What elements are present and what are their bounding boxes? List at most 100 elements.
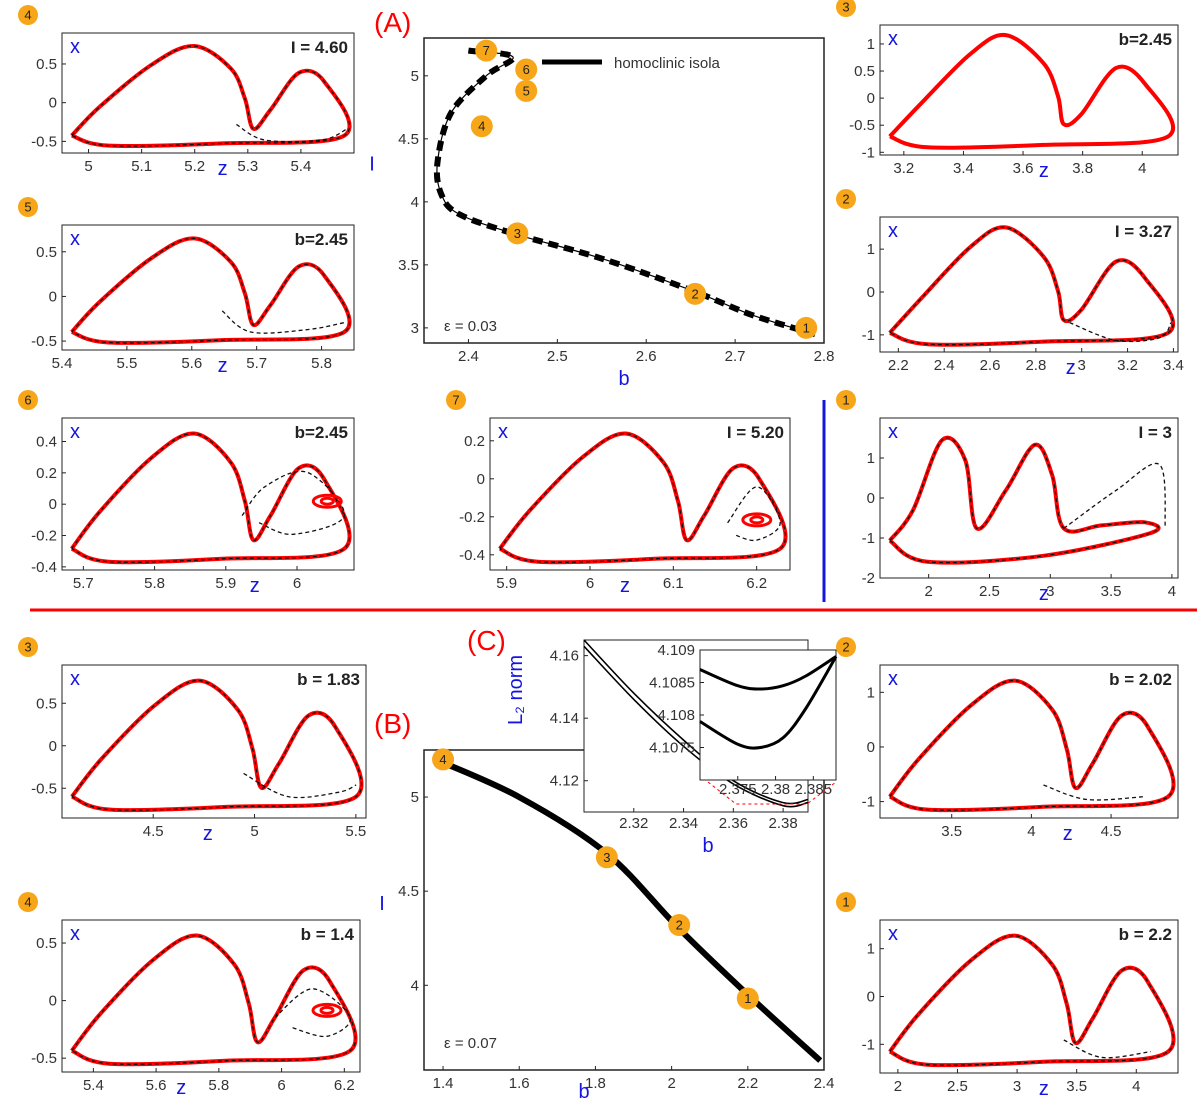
x-tick-label: 2.2: [888, 357, 909, 374]
zoom-branch: [699, 655, 838, 750]
x-tick-label: 5.2: [184, 158, 205, 175]
periodic-orbit: [888, 933, 1176, 1068]
x-tick-label: 2.38: [769, 815, 798, 832]
axes-frame: [61, 417, 355, 571]
marker-badge: [668, 914, 691, 937]
marker-badge-label: 4: [439, 752, 446, 767]
panel-title: b = 2.02: [1109, 670, 1172, 689]
y-tick-label: -0.5: [31, 1050, 57, 1067]
x-tick-label: 5.4: [290, 158, 311, 175]
x-tick-label: 6: [293, 575, 301, 592]
x-tick-label: 3.5: [941, 823, 962, 840]
y-tick-label: 0: [867, 739, 875, 756]
y-axis-label: x: [70, 923, 80, 945]
x-tick-label: 2.36: [719, 815, 748, 832]
x-tick-label: 2: [924, 583, 932, 600]
homoclinic-orbit: [71, 237, 351, 344]
homoclinic-branch: [236, 123, 348, 143]
y-tick-label: 0.5: [36, 695, 57, 712]
x-tick-label: 2.6: [636, 348, 657, 365]
spiral-orbit-inner: [319, 496, 335, 506]
y-tick-label: -1: [862, 794, 875, 811]
marker-badge-label: 1: [744, 991, 751, 1006]
y-tick-label: 1: [867, 450, 875, 467]
homoclinic-branch: [1063, 462, 1166, 529]
marker-badge-label: 2: [842, 192, 849, 207]
marker-badge: [446, 390, 466, 410]
marker-badge-label: 1: [842, 895, 849, 910]
axes-frame: [489, 417, 791, 571]
x-tick-label: 4.5: [143, 823, 164, 840]
panel-B4: 5.4 5.6 5.8 6 6.2 -0.5 0 0.5 x z b = 1.4 4: [18, 892, 361, 1099]
y-tick-label: 4.109: [657, 642, 695, 659]
y-axis-label: x: [888, 421, 898, 443]
y-tick-label: -0.5: [31, 133, 57, 150]
marker-badge: [515, 58, 538, 81]
panel-title: I = 4.60: [291, 38, 348, 57]
y-tick-label: 0: [49, 95, 57, 112]
y-tick-label: 0: [49, 738, 57, 755]
panel-A5: 5.4 5.5 5.6 5.7 5.8 -0.5 0 0.5 x z b=2.45 5: [18, 197, 355, 377]
homoclinic-orbit: [71, 45, 351, 147]
marker-badge-label: 6: [24, 393, 31, 408]
x-axis-label: z: [176, 1077, 186, 1099]
panel-title: b=2.45: [295, 230, 348, 249]
x-tick-label: 5.7: [73, 575, 94, 592]
x-tick-label: 6.1: [663, 575, 684, 592]
axes-frame: [879, 417, 1179, 579]
y-tick-label: 0.5: [36, 935, 57, 952]
homoclinic-branch: [221, 310, 345, 334]
x-axis-label: b: [702, 835, 713, 857]
x-tick-label: 2.32: [619, 815, 648, 832]
x-tick-label: 3.8: [1072, 160, 1093, 177]
x-tick-label: 1.6: [509, 1075, 530, 1092]
periodic-orbit: [888, 32, 1176, 150]
y-axis-label: I: [369, 154, 375, 176]
x-tick-label: 3.6: [1013, 160, 1034, 177]
part-label-b: (B): [374, 708, 411, 739]
axes-frame: [879, 664, 1179, 819]
y-tick-label: 1: [867, 241, 875, 258]
y-tick-label: 5: [411, 68, 419, 85]
x-tick-label: 5.9: [215, 575, 236, 592]
y-tick-label: 0: [867, 989, 875, 1006]
x-tick-label: 6.2: [334, 1077, 355, 1094]
homoclinic-orbit: [889, 226, 1174, 346]
x-tick-label: 2.6: [980, 357, 1001, 374]
y-tick-label: -0.4: [31, 559, 57, 576]
x-tick-label: 5.9: [496, 575, 517, 592]
x-tick-label: 4: [1168, 583, 1176, 600]
homoclinic-branch: [241, 470, 345, 535]
y-tick-label: 4.5: [398, 883, 419, 900]
panel-title: b = 1.83: [297, 670, 360, 689]
x-tick-label: 2.4: [934, 357, 955, 374]
marker-badge: [836, 637, 856, 657]
x-tick-label: 2.38: [761, 781, 790, 798]
y-axis-label: x: [70, 668, 80, 690]
axes-frame: [61, 224, 355, 351]
x-tick-label: 5: [84, 158, 92, 175]
y-tick-label: 4.5: [398, 131, 419, 148]
x-tick-label: 5.8: [144, 575, 165, 592]
y-tick-label: -0.5: [849, 117, 875, 134]
spiral-orbit: [311, 1002, 343, 1018]
marker-badge: [736, 987, 759, 1010]
panel-A_main: 2.4 2.5 2.6 2.7 2.8 3 3.5 4 4.5 5 7 6 5 4 3 2 1 homoclini…: [369, 37, 834, 390]
marker-badge: [18, 637, 38, 657]
y-axis-label: x: [70, 421, 80, 443]
y-tick-label: 4.1085: [649, 675, 695, 692]
y-tick-label: 0: [867, 284, 875, 301]
x-axis-label: z: [218, 355, 228, 377]
y-tick-label: -1: [862, 327, 875, 344]
axes-frame: [61, 919, 361, 1073]
x-axis-label: z: [1039, 1078, 1049, 1100]
panel-A6: 5.7 5.8 5.9 6 -0.4 -0.2 0 0.2 0.4 x z b=2.45 6: [18, 390, 355, 597]
x-axis-label: z: [1039, 160, 1049, 182]
axes-frame: [61, 32, 355, 154]
x-tick-label: 4: [1027, 823, 1035, 840]
x-axis-label: z: [1039, 583, 1049, 605]
marker-badge: [836, 892, 856, 912]
y-tick-label: 0.2: [464, 433, 485, 450]
